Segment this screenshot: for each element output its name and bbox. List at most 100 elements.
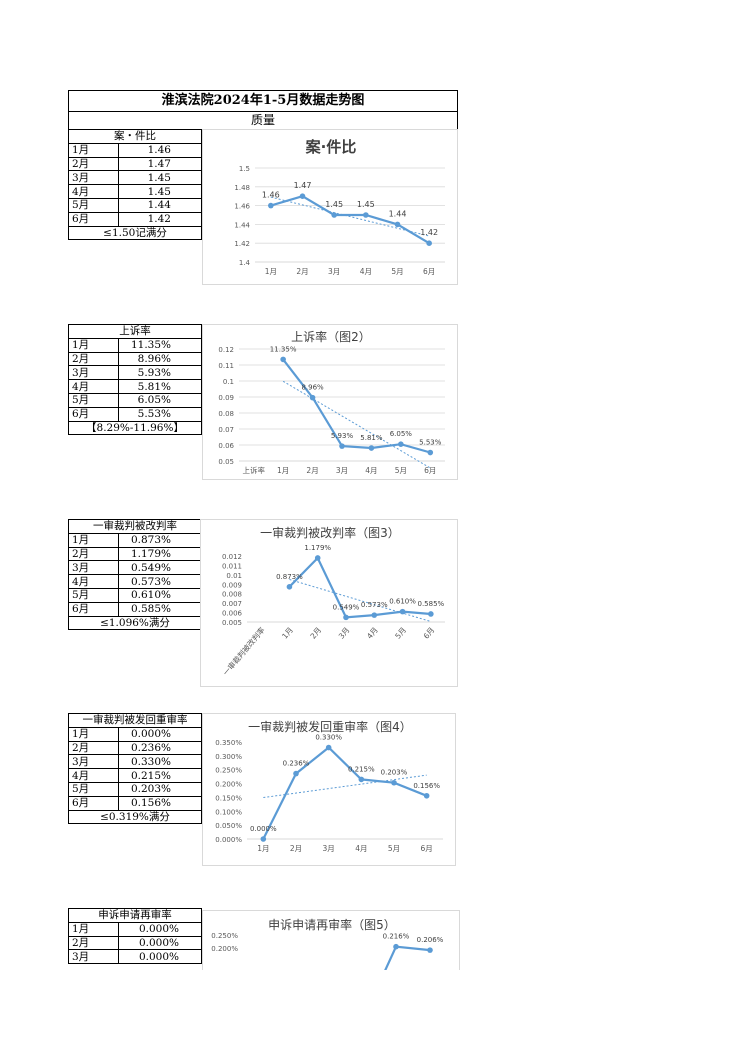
y-tick-label: 0.250% (211, 932, 238, 940)
y-tick-label: 0.009 (222, 581, 242, 589)
value-cell: 0.585% (118, 601, 202, 617)
table-header: 上诉率 (68, 324, 202, 339)
x-tick-label: 3月 (336, 466, 348, 475)
x-tick-label: 3月 (328, 267, 340, 276)
x-tick-label: 4月 (355, 844, 367, 853)
value-cell: 1.44 (118, 197, 202, 213)
x-tick-label: 6月 (423, 267, 435, 276)
chart-title: 一审裁判被发回重审率（图4） (248, 719, 412, 734)
x-tick-label: 一审裁判被改判率 (220, 624, 267, 677)
value-cell: 1.45 (118, 170, 202, 186)
chart-title: 上诉率（图2） (291, 329, 371, 344)
value-cell: 0.156% (118, 795, 202, 811)
data-label: 0.000% (250, 825, 277, 833)
month-cell: 6月 (68, 601, 119, 617)
month-cell: 5月 (68, 587, 119, 603)
data-point (325, 744, 332, 751)
chart-appeal-rate: 上诉率（图2） 0.12 0.11 0.1 0.09 0.08 0.07 0.06 0.05 上诉… (202, 324, 458, 480)
y-tick-label: 1.44 (234, 221, 250, 229)
y-tick-label: 0.000% (215, 836, 242, 844)
data-label: 0.203% (381, 769, 408, 777)
series-line (282, 358, 431, 454)
x-tick-label: 6月 (422, 626, 437, 641)
table-row: 2月 8.96% (68, 351, 202, 367)
y-tick-label: 1.4 (239, 259, 251, 267)
table-row: 3月 0.000% (68, 949, 202, 965)
data-label: 0.573% (361, 601, 388, 609)
month-cell: 6月 (68, 211, 119, 227)
month-cell: 6月 (68, 406, 119, 422)
table-row: 2月 0.236% (68, 740, 202, 756)
table-row: 5月 0.203% (68, 781, 202, 797)
month-cell: 3月 (68, 170, 119, 186)
table-row: 4月 1.45 (68, 184, 202, 199)
table-row: 4月 5.81% (68, 379, 202, 394)
month-cell: 4月 (68, 184, 119, 199)
value-cell: 1.42 (118, 211, 202, 227)
y-tick-label: 0.011 (222, 562, 242, 570)
data-point (309, 394, 316, 401)
table-header: 一审裁判被改判率 (68, 519, 202, 534)
table-row: 3月 0.549% (68, 560, 202, 576)
y-tick-label: 1.48 (234, 184, 250, 192)
x-tick-label: 1月 (257, 844, 269, 853)
data-point (368, 445, 375, 451)
table-row: 6月 0.585% (68, 601, 202, 617)
data-label: 8.96% (301, 384, 324, 392)
x-tick-label: 5月 (391, 267, 403, 276)
chart-revision-rate: 一审裁判被改判率（图3） 0.012 0.011 0.01 0.009 0.008 0.00… (200, 519, 458, 687)
data-point (293, 770, 299, 777)
data-label: 1.42 (420, 228, 438, 237)
table-header: 案・件比 (68, 129, 202, 144)
table-row: 1月 1.46 (68, 142, 202, 158)
data-point (268, 202, 274, 209)
data-point (358, 776, 365, 783)
table-row: 2月 0.000% (68, 935, 202, 951)
x-tick-label: 1月 (265, 267, 277, 276)
value-cell: 0.000% (118, 949, 202, 965)
data-label: 6.05% (390, 430, 413, 438)
value-cell: 6.05% (118, 392, 202, 408)
table-row: 5月 6.05% (68, 392, 202, 408)
data-label: 0.206% (417, 936, 444, 944)
table-row: 5月 1.44 (68, 197, 202, 213)
data-label: 0.236% (283, 760, 310, 768)
data-label: 5.93% (331, 432, 354, 440)
table-row: 3月 1.45 (68, 170, 202, 186)
y-tick-label: 1.46 (234, 203, 250, 211)
trendline (263, 774, 427, 799)
chart-svg: 一审裁判被发回重审率（图4） 0.350% 0.300% 0.250% 0.200% 0.… (215, 719, 443, 853)
x-tick-label: 5月 (395, 466, 407, 475)
data-point (394, 221, 401, 228)
table-row: 3月 0.330% (68, 754, 202, 770)
data-label: 0.610% (389, 598, 416, 606)
value-cell: 0.000% (118, 921, 202, 937)
trendline (289, 578, 431, 622)
data-point (339, 443, 345, 449)
table-row: 6月 0.156% (68, 795, 202, 811)
table-row: 6月 5.53% (68, 406, 202, 422)
table-row: 2月 1.47 (68, 156, 202, 172)
chart-svg: 案·件比 1.5 1.48 1.46 1.44 1.42 1.4 1月 2月 3月 4月 5月 6月 1.… (234, 138, 445, 276)
data-label: 5.53% (419, 439, 442, 447)
data-table: 申诉申请再审率 1月 0.000% 2月 0.000% 3月 0.000% (68, 908, 202, 965)
month-cell: 2月 (68, 740, 119, 756)
chart-title: 申诉申请再审率（图5） (268, 917, 396, 932)
data-point (428, 611, 434, 617)
x-tick-label: 6月 (424, 466, 436, 475)
data-table: 一审裁判被改判率 1月 0.873% 2月 1.179% 3月 0.549% 4月 0.573%… (68, 519, 202, 631)
value-cell: 1.46 (118, 142, 202, 158)
y-tick-label: 0.006 (222, 610, 243, 618)
data-label: 0.330% (315, 734, 342, 742)
data-point (427, 449, 434, 456)
data-point (371, 612, 378, 618)
y-tick-label: 0.01 (226, 572, 242, 580)
month-cell: 1月 (68, 921, 119, 937)
y-tick-label: 0.007 (222, 600, 242, 608)
month-cell: 2月 (68, 351, 119, 367)
series-line (384, 945, 431, 970)
data-point (260, 836, 267, 842)
data-point (286, 584, 293, 590)
y-tick-label: 0.350% (215, 739, 242, 747)
x-tick-label: 4月 (365, 626, 380, 641)
